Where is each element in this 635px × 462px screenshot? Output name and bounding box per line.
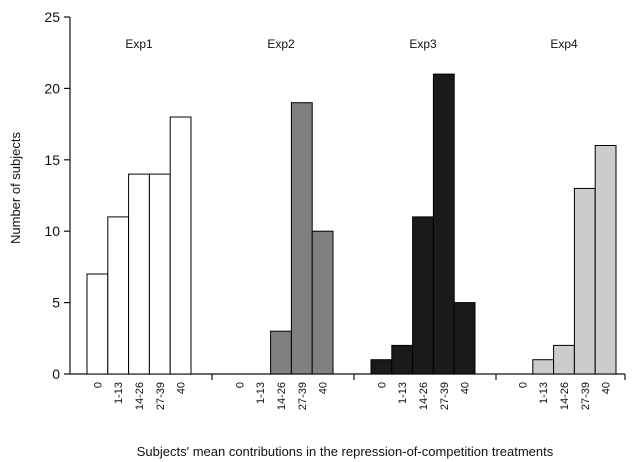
panel-title-exp4: Exp4 — [550, 37, 578, 51]
x-tick-label: 1-13 — [255, 382, 267, 404]
x-tick-label: 27-39 — [580, 382, 592, 410]
y-tick-label: 10 — [44, 223, 60, 239]
y-tick-label: 20 — [44, 80, 60, 96]
bar-exp3-27-39 — [432, 73, 455, 375]
x-tick-label: 1-13 — [538, 382, 550, 404]
panel-title-exp2: Exp2 — [267, 37, 295, 51]
bars — [86, 73, 617, 375]
bar-exp4-27-39 — [573, 187, 596, 375]
x-axis-label: Subjects' mean contributions in the repr… — [137, 444, 554, 459]
y-tick-label: 0 — [52, 366, 60, 382]
bar-exp1-1-13 — [107, 216, 130, 375]
y-tick-label: 15 — [44, 152, 60, 168]
panel-title-exp1: Exp1 — [125, 37, 153, 51]
x-tick-label: 40 — [460, 382, 472, 394]
bar-exp1-0 — [86, 273, 109, 375]
x-tick-label: 40 — [601, 382, 613, 394]
panel-title-exp3: Exp3 — [409, 37, 437, 51]
bar-exp2-14-26 — [270, 330, 292, 375]
bar-exp2-27-39 — [290, 102, 313, 375]
bar-exp3-14-26 — [412, 216, 434, 375]
x-tick-label: 27-39 — [297, 382, 309, 410]
x-tick-label: 27-39 — [155, 382, 167, 410]
x-tick-label: 1-13 — [397, 382, 409, 404]
y-axis-label: Number of subjects — [8, 132, 23, 244]
bar-exp1-14-26 — [128, 173, 150, 375]
x-tick-label: 14-26 — [559, 382, 571, 410]
bar-exp3-1-13 — [391, 344, 414, 375]
x-tick-label: 14-26 — [418, 382, 430, 410]
x-tick-label: 27-39 — [439, 382, 451, 410]
bar-exp3-40 — [453, 302, 476, 375]
x-tick-label: 1-13 — [113, 382, 125, 404]
x-tick-label: 0 — [234, 382, 246, 388]
tick-labels: 0 5 10 15 20 25 Exp1 0 1-13 14-26 27-39 40 Exp2 0 1-13… — [44, 9, 612, 410]
y-tick-label: 5 — [52, 295, 60, 311]
x-tick-label: 40 — [318, 382, 330, 394]
bar-exp4-1-13 — [532, 359, 555, 375]
bar-exp4-14-26 — [553, 344, 575, 375]
bar-exp1-27-39 — [148, 173, 171, 375]
x-tick-label: 14-26 — [276, 382, 288, 410]
x-tick-label: 0 — [517, 382, 529, 388]
y-tick-label: 25 — [44, 9, 60, 25]
bar-exp1-40 — [169, 116, 192, 375]
bar-exp3-0 — [370, 359, 393, 375]
x-tick-label: 40 — [176, 382, 188, 394]
x-tick-label: 14-26 — [134, 382, 146, 410]
bar-exp2-40 — [311, 230, 334, 375]
x-tick-label: 0 — [376, 382, 388, 388]
x-tick-label: 0 — [92, 382, 104, 388]
bar-exp4-40 — [594, 145, 617, 375]
